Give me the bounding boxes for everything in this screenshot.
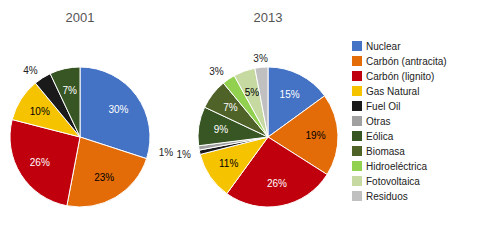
legend-swatch bbox=[352, 116, 362, 126]
legend-label: Nuclear bbox=[366, 41, 401, 52]
pie-slice bbox=[50, 67, 80, 137]
legend: Nuclear Carbón (antracita) Carbón (lignito… bbox=[352, 41, 447, 202]
pie: 15% 19% 26% 11% 1%1% 9% 7% 3% 5% 3% bbox=[159, 53, 338, 207]
legend-swatch bbox=[352, 56, 362, 66]
legend-item: Gas Natural bbox=[352, 86, 419, 97]
legend-swatch bbox=[352, 41, 362, 51]
data-label: 5% bbox=[245, 87, 260, 98]
pie-title: 2001 bbox=[66, 10, 95, 25]
legend-item: Fotovoltaica bbox=[352, 176, 420, 187]
data-label: 10% bbox=[30, 106, 50, 117]
data-label: 30% bbox=[109, 104, 129, 115]
data-label: 15% bbox=[280, 89, 300, 100]
pie-slice bbox=[255, 67, 268, 137]
data-label: 3% bbox=[209, 66, 224, 77]
data-label: 23% bbox=[94, 172, 114, 183]
legend-swatch bbox=[352, 176, 362, 186]
legend-swatch bbox=[352, 161, 362, 171]
legend-item: Nuclear bbox=[352, 41, 401, 52]
legend-item: Eólica bbox=[352, 131, 394, 142]
pie-slice bbox=[67, 137, 147, 207]
legend-item: Hidroeléctrica bbox=[352, 161, 428, 172]
legend-label: Otras bbox=[366, 116, 390, 127]
legend-item: Residuos bbox=[352, 191, 408, 202]
data-label: 19% bbox=[306, 130, 326, 141]
chart: 30% 23% 26% 10% 4% 7% 2001 15% 19% 26% 11% 1%1% 9% 7%… bbox=[0, 0, 480, 247]
legend-label: Eólica bbox=[366, 131, 394, 142]
pie-title: 2013 bbox=[254, 10, 283, 25]
pie: 30% 23% 26% 10% 4% 7% bbox=[10, 65, 150, 207]
legend-swatch bbox=[352, 101, 362, 111]
legend-item: Fuel Oil bbox=[352, 101, 400, 112]
legend-item: Carbón (antracita) bbox=[352, 56, 447, 67]
data-label: 9% bbox=[214, 124, 229, 135]
legend-label: Carbón (lignito) bbox=[366, 71, 434, 82]
data-label: 26% bbox=[267, 178, 287, 189]
legend-swatch bbox=[352, 146, 362, 156]
legend-label: Hidroeléctrica bbox=[366, 161, 428, 172]
legend-label: Residuos bbox=[366, 191, 408, 202]
legend-label: Fotovoltaica bbox=[366, 176, 420, 187]
legend-swatch bbox=[352, 71, 362, 81]
data-label: 4% bbox=[23, 65, 38, 76]
data-label: 1% bbox=[159, 147, 174, 158]
legend-label: Biomasa bbox=[366, 146, 405, 157]
data-label: 26% bbox=[30, 157, 50, 168]
legend-swatch bbox=[352, 131, 362, 141]
legend-item: Carbón (lignito) bbox=[352, 71, 434, 82]
legend-label: Gas Natural bbox=[366, 86, 419, 97]
legend-swatch bbox=[352, 86, 362, 96]
legend-label: Carbón (antracita) bbox=[366, 56, 447, 67]
data-label: 7% bbox=[62, 85, 77, 96]
data-label: 11% bbox=[219, 158, 238, 169]
data-label: 7% bbox=[223, 102, 238, 113]
legend-swatch bbox=[352, 191, 362, 201]
legend-item: Biomasa bbox=[352, 146, 405, 157]
data-label: 3% bbox=[253, 53, 268, 64]
legend-item: Otras bbox=[352, 116, 390, 127]
legend-label: Fuel Oil bbox=[366, 101, 400, 112]
data-label: 1% bbox=[176, 149, 191, 160]
